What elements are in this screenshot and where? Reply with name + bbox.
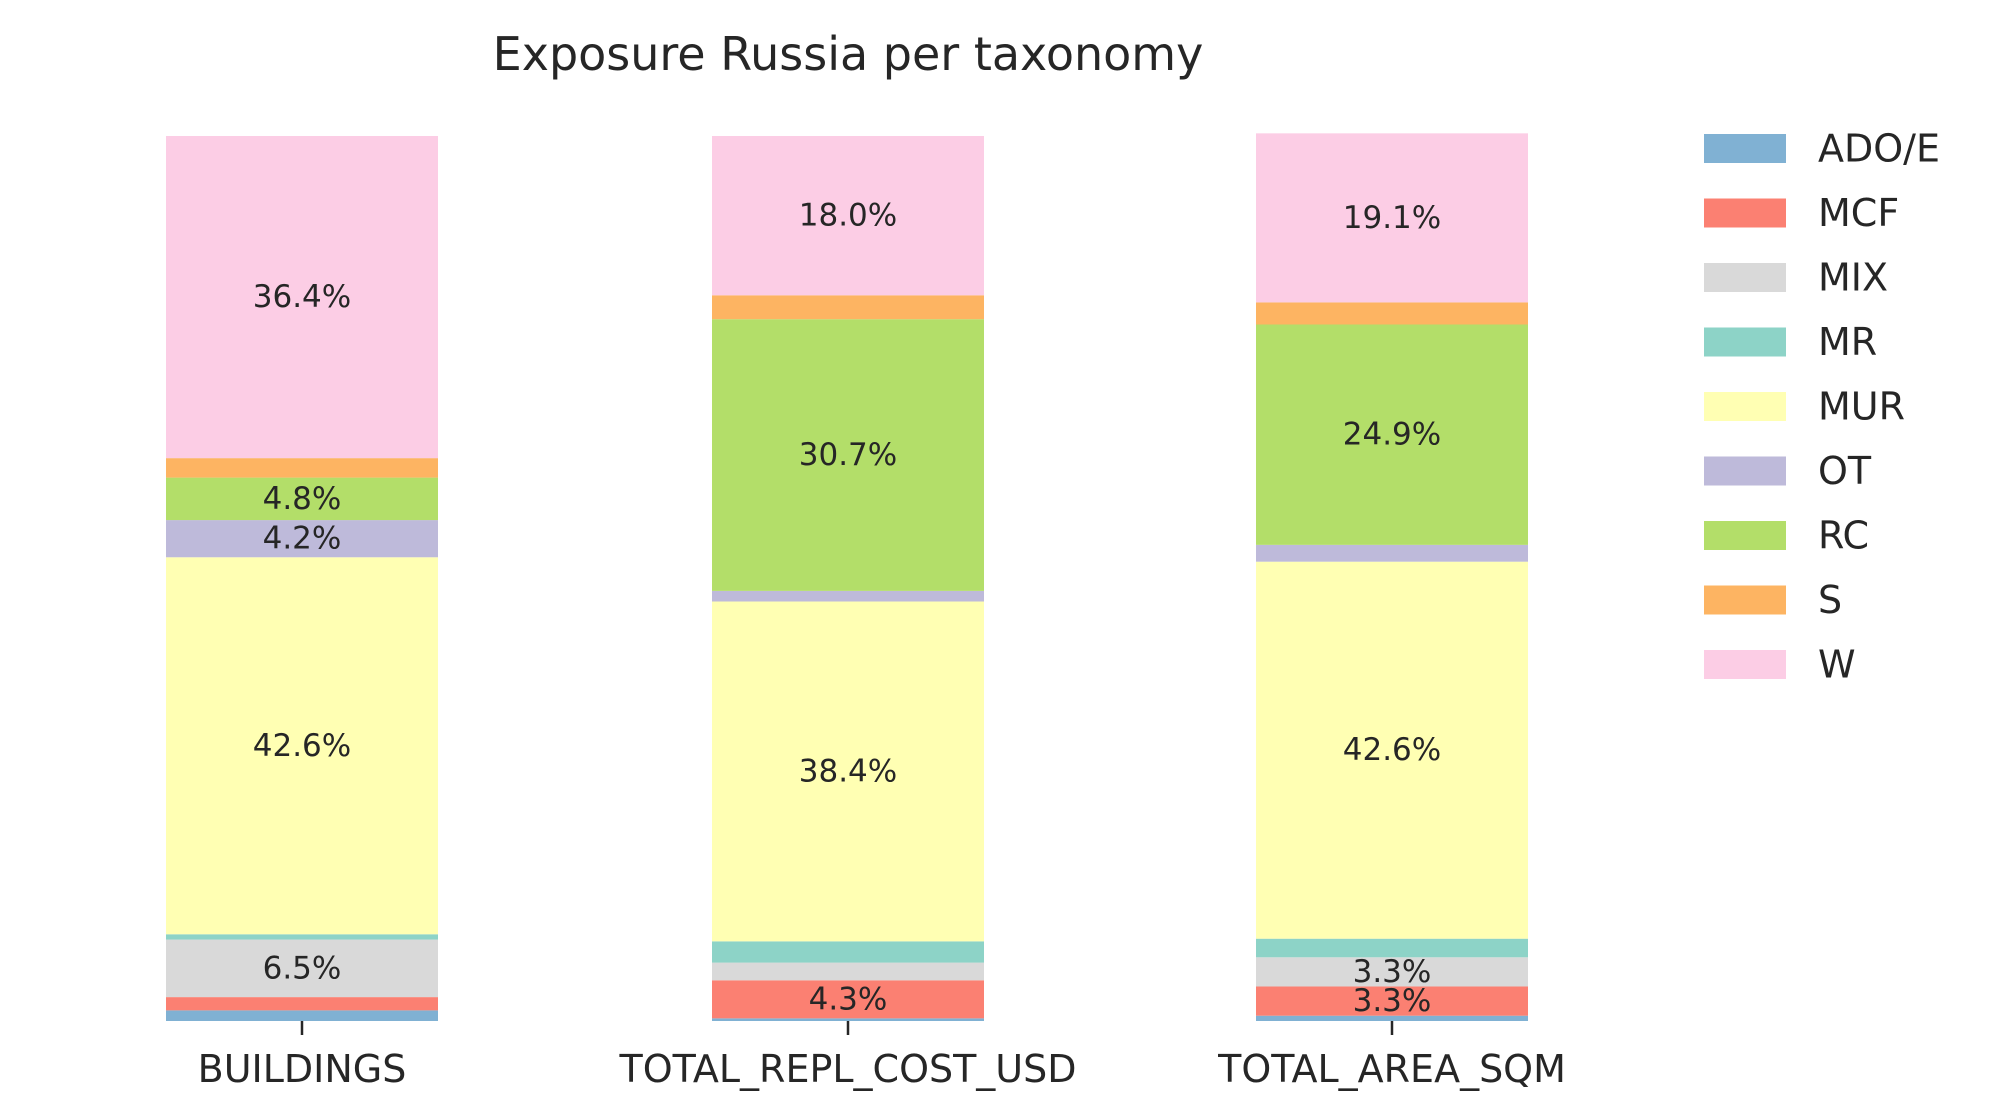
legend-label-mr: MR (1818, 320, 1877, 364)
bar-total-area-sqm-ado-e (1256, 1015, 1528, 1021)
legend-label-mix: MIX (1818, 256, 1888, 300)
bar-buildings-ot (166, 520, 438, 558)
x-tick-label-total-area-sqm: TOTAL_AREA_SQM (1217, 1047, 1566, 1091)
legend-label-mcf: MCF (1818, 191, 1899, 235)
bars-group (166, 133, 1528, 1021)
legend-swatch-mr (1704, 327, 1786, 357)
bar-buildings-mix (166, 939, 438, 998)
legend-label-ot: OT (1818, 449, 1872, 493)
bar-total-repl-cost-usd-w (712, 136, 984, 296)
chart-title: Exposure Russia per taxonomy (493, 27, 1204, 81)
bar-total-area-sqm-w (1256, 133, 1528, 303)
data-label-buildings-mix: 6.5% (263, 950, 342, 986)
legend-swatch-mix (1704, 263, 1786, 292)
data-label-total-repl-cost-usd-rc: 30.7% (799, 437, 897, 473)
data-label-buildings-w: 36.4% (253, 279, 351, 315)
data-label-buildings-rc: 4.8% (263, 481, 342, 517)
bar-total-area-sqm-mcf (1256, 986, 1528, 1016)
bar-total-area-sqm-rc (1256, 324, 1528, 545)
bar-total-area-sqm-mr (1256, 938, 1528, 958)
legend-label-ado-e: ADO/E (1818, 127, 1940, 171)
data-label-total-area-sqm-rc: 24.9% (1343, 417, 1441, 453)
data-label-buildings-ot: 4.2% (263, 521, 342, 557)
legend-swatch-w (1704, 650, 1786, 679)
legend-label-mur: MUR (1818, 385, 1905, 429)
legend-label-rc: RC (1818, 514, 1869, 558)
legend: ADO/E MCF MIX MR MUR OT RC SW (1704, 127, 1940, 687)
bar-total-area-sqm-mix (1256, 957, 1528, 987)
data-label-total-area-sqm-mur: 42.6% (1343, 732, 1441, 768)
bar-buildings-mr (166, 934, 438, 940)
data-labels-group: 6.5% 42.6% 4.2% 4.8% 36.4% 4.3% 38.4% 30.7% 18.0… (253, 198, 1441, 1019)
legend-swatch-mcf (1704, 198, 1786, 228)
bar-total-repl-cost-usd-ot (712, 590, 984, 602)
legend-swatch-ado-e (1704, 134, 1786, 163)
bar-total-repl-cost-usd-rc (712, 319, 984, 591)
data-label-total-area-sqm-w: 19.1% (1343, 200, 1441, 236)
data-label-total-area-sqm-mix: 3.3% (1353, 954, 1432, 990)
legend-swatch-mur (1704, 392, 1786, 421)
bar-total-repl-cost-usd-s (712, 295, 984, 320)
legend-label-w: W (1818, 643, 1856, 687)
bar-total-repl-cost-usd-mur (712, 601, 984, 942)
legend-swatch-ot (1704, 456, 1786, 486)
bar-total-area-sqm-s (1256, 302, 1528, 325)
bar-buildings-w (166, 136, 438, 459)
data-label-total-repl-cost-usd-mur: 38.4% (799, 753, 897, 789)
x-axis: BUILDINGS TOTAL_REPL_COST_USD TOTAL_AREA_S… (198, 1021, 1566, 1091)
bar-total-repl-cost-usd-ado-e (712, 1018, 984, 1021)
bar-total-area-sqm-ot (1256, 544, 1528, 562)
legend-swatch-rc (1704, 521, 1786, 550)
bar-total-repl-cost-usd-mr (712, 941, 984, 963)
x-tick-label-buildings: BUILDINGS (198, 1047, 407, 1091)
data-label-total-area-sqm-mcf: 3.3% (1353, 983, 1432, 1019)
x-tick-label-total-repl-cost-usd: TOTAL_REPL_COST_USD (618, 1047, 1076, 1091)
bar-buildings-ado-e (166, 1010, 438, 1021)
data-label-total-repl-cost-usd-mcf: 4.3% (809, 981, 888, 1017)
data-label-total-repl-cost-usd-w: 18.0% (799, 198, 897, 234)
bar-buildings-s (166, 458, 438, 478)
bar-total-repl-cost-usd-mcf (712, 980, 984, 1019)
bar-total-repl-cost-usd-mix (712, 962, 984, 981)
legend-swatch-s (1704, 585, 1786, 615)
bar-buildings-mur (166, 557, 438, 935)
bar-total-area-sqm-mur (1256, 561, 1528, 939)
bar-buildings-rc (166, 477, 438, 521)
legend-label-s: S (1818, 578, 1842, 622)
data-label-buildings-mur: 42.6% (253, 728, 351, 764)
bar-buildings-mcf (166, 997, 438, 1011)
